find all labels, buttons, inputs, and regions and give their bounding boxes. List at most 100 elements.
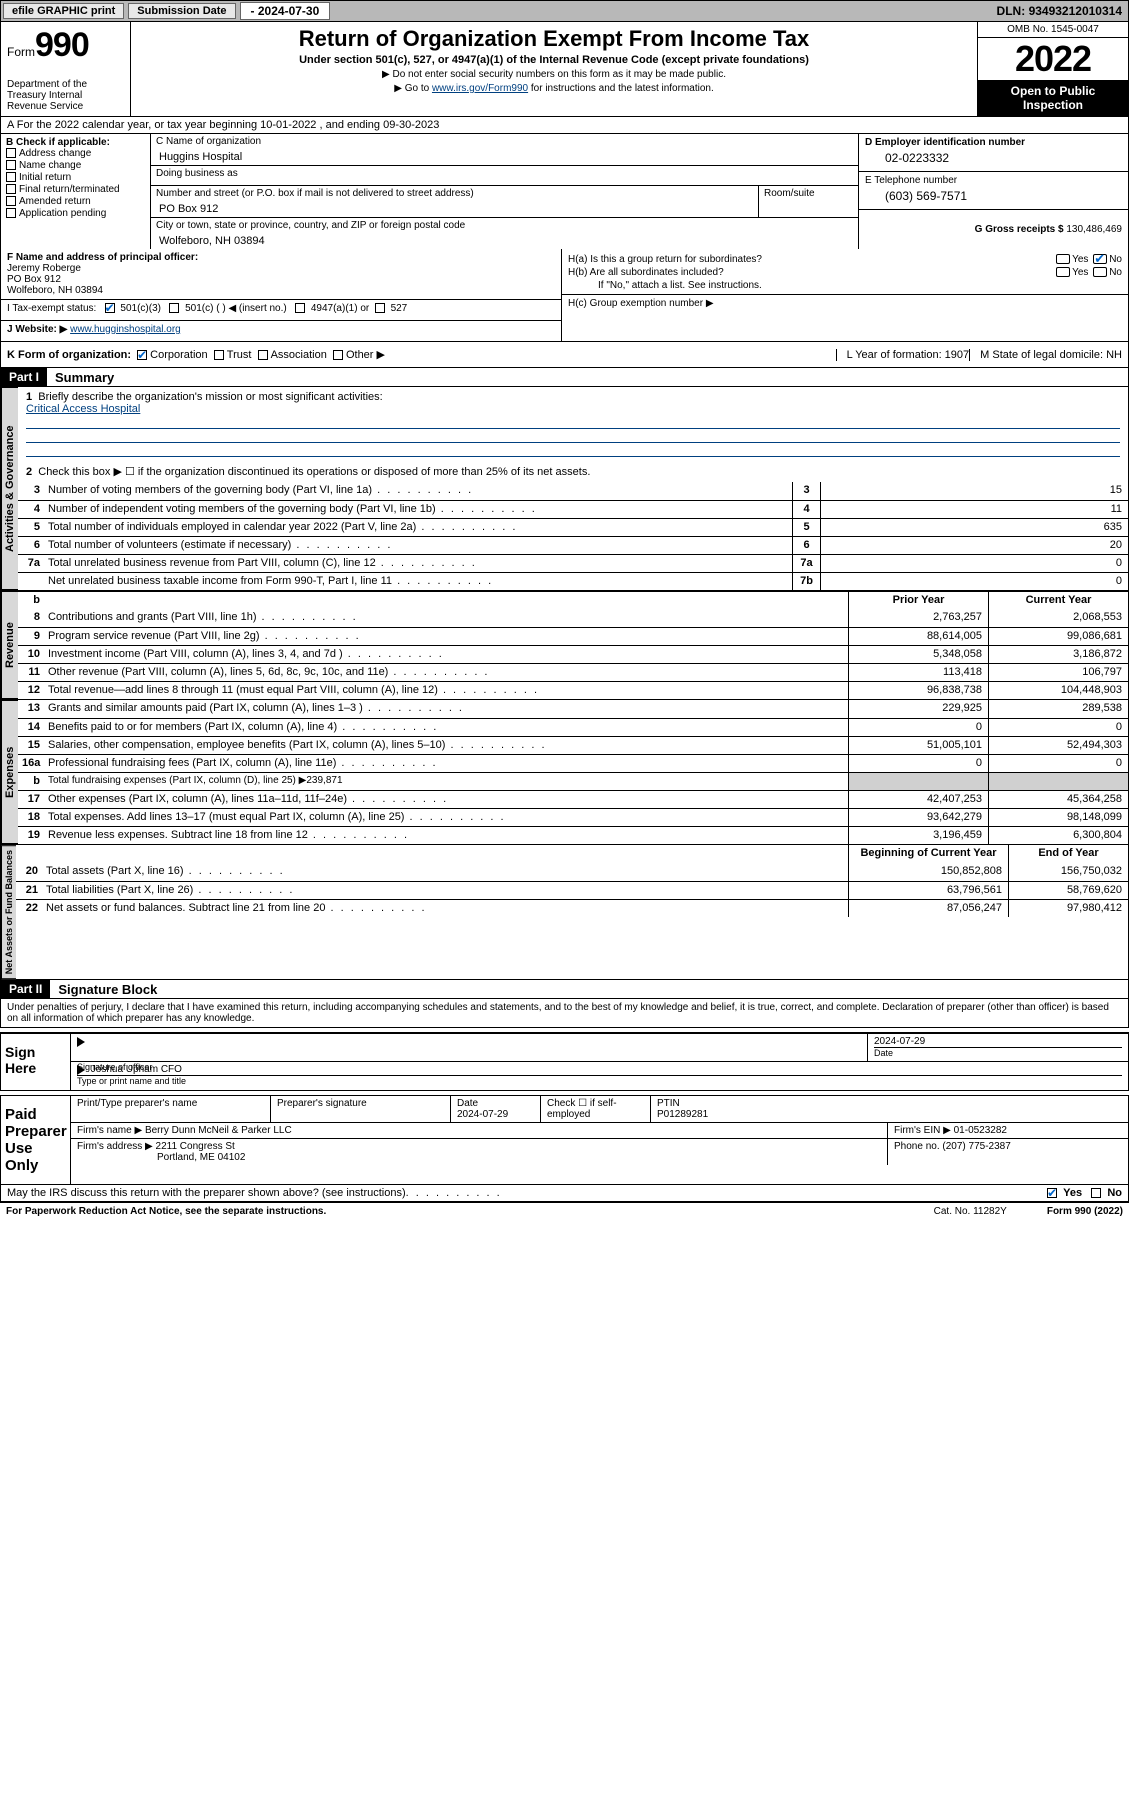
- table-row: 12Total revenue—add lines 8 through 11 (…: [18, 681, 1128, 699]
- officer-status-row: F Name and address of principal officer:…: [0, 249, 1129, 342]
- penalty-statement: Under penalties of perjury, I declare th…: [0, 999, 1129, 1028]
- firm-name: Berry Dunn McNeil & Parker LLC: [145, 1125, 292, 1136]
- vtab-expenses: Expenses: [1, 700, 18, 844]
- prep-date: 2024-07-29: [457, 1109, 534, 1120]
- col-d-ein: D Employer identification number 02-0223…: [858, 134, 1128, 249]
- vtab-governance: Activities & Governance: [1, 387, 18, 590]
- table-row: 6Total number of volunteers (estimate if…: [18, 536, 1128, 554]
- dba: [151, 181, 858, 185]
- table-row: Net unrelated business taxable income fr…: [18, 572, 1128, 590]
- page-footer: For Paperwork Reduction Act Notice, see …: [0, 1202, 1129, 1220]
- phone: (603) 569-7571: [865, 186, 1122, 206]
- chk-ha-yes[interactable]: [1056, 254, 1070, 264]
- table-row: 19Revenue less expenses. Subtract line 1…: [18, 826, 1128, 844]
- part-2-header: Part II Signature Block: [0, 980, 1129, 999]
- section-governance: Activities & Governance 1 Briefly descri…: [0, 387, 1129, 591]
- chk-ha-no[interactable]: [1093, 254, 1107, 264]
- table-row: 13Grants and similar amounts paid (Part …: [18, 700, 1128, 718]
- chk-assoc[interactable]: [258, 350, 268, 360]
- chk-app-pending[interactable]: [6, 208, 16, 218]
- chk-other[interactable]: [333, 350, 343, 360]
- form-title: Return of Organization Exempt From Incom…: [139, 26, 969, 52]
- chk-discuss-yes[interactable]: [1047, 1188, 1057, 1198]
- ssn-warning: ▶ Do not enter social security numbers o…: [139, 69, 969, 80]
- chk-hb-no[interactable]: [1093, 267, 1107, 277]
- chk-hb-yes[interactable]: [1056, 267, 1070, 277]
- tax-year-row: A For the 2022 calendar year, or tax yea…: [0, 117, 1129, 134]
- dln: DLN: 93493212010314: [997, 4, 1128, 18]
- form-number: Form990: [7, 26, 124, 65]
- arrow-icon: [77, 1037, 85, 1047]
- table-row: 14Benefits paid to or for members (Part …: [18, 718, 1128, 736]
- col-b-checkboxes: B Check if applicable: Address change Na…: [1, 134, 151, 249]
- hdr-current-year: Current Year: [988, 592, 1128, 609]
- form-of-org-row: K Form of organization: Corporation Trus…: [0, 342, 1129, 368]
- form-header: Form990 Department of the Treasury Inter…: [0, 22, 1129, 117]
- vtab-revenue: Revenue: [1, 591, 18, 699]
- table-row: 8Contributions and grants (Part VIII, li…: [18, 609, 1128, 627]
- table-row: 18Total expenses. Add lines 13–17 (must …: [18, 808, 1128, 826]
- table-row: 16aProfessional fundraising fees (Part I…: [18, 754, 1128, 772]
- chk-final-return[interactable]: [6, 184, 16, 194]
- col-c-name-address: C Name of organization Huggins Hospital …: [151, 134, 858, 249]
- org-info-grid: B Check if applicable: Address change Na…: [0, 134, 1129, 249]
- chk-501c[interactable]: [169, 303, 179, 313]
- tax-year: 2022: [978, 38, 1128, 80]
- form-subtitle: Under section 501(c), 527, or 4947(a)(1)…: [139, 54, 969, 66]
- submission-date-label: Submission Date: [128, 3, 235, 19]
- section-net-assets: Net Assets or Fund Balances Beginning of…: [0, 845, 1129, 980]
- ptin: P01289281: [657, 1109, 1122, 1120]
- table-row: 11Other revenue (Part VIII, column (A), …: [18, 663, 1128, 681]
- sig-date: 2024-07-29: [874, 1036, 1122, 1047]
- section-expenses: Expenses 13Grants and similar amounts pa…: [0, 700, 1129, 845]
- table-row: 5Total number of individuals employed in…: [18, 518, 1128, 536]
- firm-phone: (207) 775-2387: [942, 1141, 1010, 1152]
- chk-address-change[interactable]: [6, 148, 16, 158]
- efile-button[interactable]: efile GRAPHIC print: [3, 3, 124, 19]
- irs-discuss-row: May the IRS discuss this return with the…: [0, 1185, 1129, 1202]
- chk-527[interactable]: [375, 303, 385, 313]
- department: Department of the Treasury Internal Reve…: [7, 79, 124, 112]
- hdr-beginning: Beginning of Current Year: [848, 845, 1008, 863]
- firm-address: 2211 Congress St: [156, 1141, 235, 1152]
- chk-501c3[interactable]: [105, 303, 115, 313]
- table-row: 9Program service revenue (Part VIII, lin…: [18, 627, 1128, 645]
- table-row: 22Net assets or fund balances. Subtract …: [16, 899, 1128, 917]
- open-to-public: Open to Public Inspection: [978, 80, 1128, 116]
- year-formation: L Year of formation: 1907: [836, 349, 970, 361]
- state-domicile: M State of legal domicile: NH: [969, 349, 1122, 361]
- table-row: 7aTotal unrelated business revenue from …: [18, 554, 1128, 572]
- street-address: PO Box 912: [151, 201, 758, 217]
- city-state-zip: Wolfeboro, NH 03894: [151, 233, 858, 249]
- chk-trust[interactable]: [214, 350, 224, 360]
- sign-here-block: Sign Here Signature of officer 2024-07-2…: [0, 1032, 1129, 1091]
- chk-name-change[interactable]: [6, 160, 16, 170]
- chk-discuss-no[interactable]: [1091, 1188, 1101, 1198]
- paid-preparer-block: Paid Preparer Use Only Print/Type prepar…: [0, 1095, 1129, 1185]
- table-row: 21Total liabilities (Part X, line 26)63,…: [16, 881, 1128, 899]
- chk-initial-return[interactable]: [6, 172, 16, 182]
- table-row: 3Number of voting members of the governi…: [18, 482, 1128, 500]
- gross-receipts: 130,486,469: [1066, 224, 1122, 235]
- submission-date: - 2024-07-30: [240, 2, 331, 20]
- chk-amended[interactable]: [6, 196, 16, 206]
- irs-link[interactable]: www.irs.gov/Form990: [432, 83, 528, 94]
- part-1-header: Part I Summary: [0, 368, 1129, 387]
- instructions-link-row: ▶ Go to www.irs.gov/Form990 for instruct…: [139, 83, 969, 94]
- top-bar: efile GRAPHIC print Submission Date - 20…: [0, 0, 1129, 22]
- firm-ein: 01-0523282: [954, 1125, 1007, 1136]
- table-row: 10Investment income (Part VIII, column (…: [18, 645, 1128, 663]
- chk-corp[interactable]: [137, 350, 147, 360]
- table-row: 20Total assets (Part X, line 16)150,852,…: [16, 863, 1128, 881]
- table-row: 15Salaries, other compensation, employee…: [18, 736, 1128, 754]
- mission-text[interactable]: Critical Access Hospital: [26, 403, 140, 415]
- org-name: Huggins Hospital: [151, 149, 858, 165]
- section-revenue: Revenue b Prior Year Current Year 8Contr…: [0, 591, 1129, 700]
- hdr-end: End of Year: [1008, 845, 1128, 863]
- chk-4947[interactable]: [295, 303, 305, 313]
- website-link[interactable]: www.hugginshospital.org: [70, 324, 181, 335]
- vtab-net: Net Assets or Fund Balances: [1, 845, 16, 979]
- table-row: 17Other expenses (Part IX, column (A), l…: [18, 790, 1128, 808]
- officer-name: Jeremy Roberge: [7, 263, 555, 274]
- hdr-prior-year: Prior Year: [848, 592, 988, 609]
